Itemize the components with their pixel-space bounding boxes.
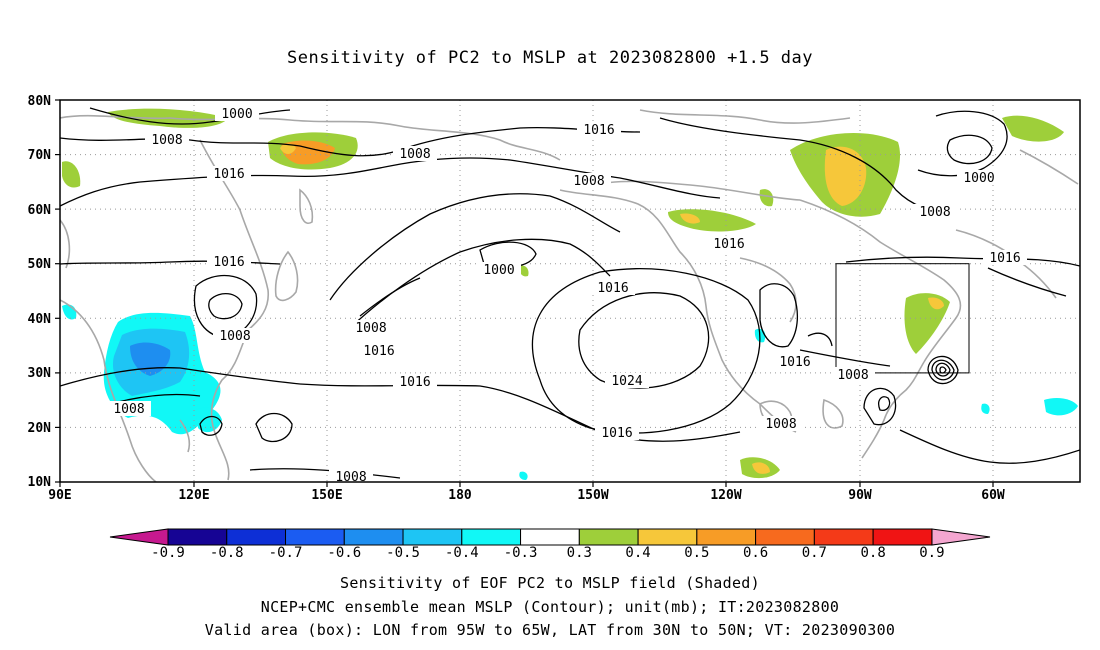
lon-label-150e: 150E [311,488,342,503]
lat-label-20n: 20N [28,421,52,436]
lon-label-60w: 60W [981,488,1005,503]
colorbar-cell [696,528,757,546]
contour-label: 1016 [399,375,430,390]
contour-label: 1016 [583,123,614,138]
colorbar-label: 0.9 [919,545,944,561]
colorbar-label: -0.4 [445,545,479,561]
shade-positive-yellow-8 [752,462,770,474]
contour-label: 1016 [713,237,744,252]
colorbar-cell [520,528,580,546]
colorbar-high-end [931,528,991,546]
latitude-labels: 80N 70N 60N 50N 40N 30N 20N 10N [28,94,52,490]
footer-line-1: Sensitivity of EOF PC2 to MSLP field (Sh… [340,574,760,592]
lat-label-40n: 40N [28,312,52,327]
shade-positive-green-10 [519,265,529,277]
shade-positive-orange-1 [281,140,335,165]
shade-positive-yellow-5 [680,213,700,224]
shade-positive-green-5 [668,209,756,232]
contour-label: 1016 [601,426,632,441]
colorbar: -0.9 -0.8 -0.7 -0.6 -0.5 -0.4 -0.3 0.3 0.4 0.5 0.6… [109,528,991,561]
lon-label-120e: 120E [178,488,209,503]
colorbar-label: 0.8 [860,545,885,561]
longitude-labels: 90E 120E 150E 180 150W 120W 90W 60W [48,488,1005,503]
shade-positive-green-3 [62,161,81,188]
contour-label: 1008 [219,329,250,344]
shade-positive-green-7 [904,293,950,354]
lat-label-30n: 30N [28,366,52,381]
colorbar-label: 0.7 [802,545,827,561]
colorbar-cell [813,528,874,546]
colorbar-cell [637,528,698,546]
shade-positive-green-6 [759,189,774,207]
colorbar-label: -0.7 [269,545,303,561]
contour-label: 1016 [779,355,810,370]
contour-label: 1008 [151,133,182,148]
colorbar-cell [402,528,463,546]
colorbar-label: 0.3 [567,545,592,561]
colorbar-cell [461,528,522,546]
shade-positive-yellow-1 [280,143,296,154]
lon-label-180: 180 [448,488,472,503]
contour-label: 1000 [963,171,994,186]
contour-label: 1008 [355,321,386,336]
contour-label: 1000 [221,107,252,122]
mslp-contours [60,107,1080,479]
lon-label-90e: 90E [48,488,71,503]
axis-ticks [55,99,994,487]
contour-label: 1008 [765,417,796,432]
map-title: Sensitivity of PC2 to MSLP at 2023082800… [286,48,813,68]
shaded-sensitivity [62,108,1078,480]
lon-label-90w: 90W [848,488,872,503]
footer-line-3: Valid area (box): LON from 95W to 65W, L… [204,621,896,639]
contour-label: 1016 [213,167,244,182]
shade-negative-cyan-7 [519,471,528,480]
shade-negative-cyan-5 [1044,398,1078,416]
lat-label-70n: 70N [28,148,52,163]
shade-positive-yellow-4 [824,146,867,206]
contour-labels: 1000 1008 1008 1016 1016 1008 1016 1008 … [107,106,1027,485]
lat-label-80n: 80N [28,94,52,109]
colorbar-label: 0.4 [625,545,650,561]
contour-label: 1000 [483,263,514,278]
colorbar-cell [578,528,639,546]
shade-negative-cyan-6 [981,403,990,414]
colorbar-label: -0.9 [151,545,185,561]
contour-label: 1016 [989,251,1020,266]
contour-label: 1016 [213,255,244,270]
contour-label: 1008 [399,147,430,162]
shade-negative-cyan-3 [196,407,222,433]
contour-label: 1008 [837,368,868,383]
shade-positive-yellow-7 [928,297,944,310]
contour-label: 1008 [573,174,604,189]
contour-label: 1008 [113,402,144,417]
colorbar-cell [226,528,287,546]
contour-label: 1008 [919,205,950,220]
colorbar-label: -0.6 [327,545,361,561]
contour-label: 1016 [363,344,394,359]
colorbar-cell [755,528,815,546]
valid-area-box [835,263,970,374]
shade-negative-cyan-2 [62,304,77,320]
colorbar-cell [872,528,933,546]
footer-line-2: NCEP+CMC ensemble mean MSLP (Contour); u… [260,598,840,616]
contour-label: 1024 [611,374,642,389]
lat-label-60n: 60N [28,203,52,218]
colorbar-label: -0.5 [386,545,420,561]
colorbar-cell [285,528,345,546]
colorbar-cell [167,528,228,546]
map-frame [59,99,1081,483]
lon-label-120w: 120W [710,488,741,503]
lon-label-150w: 150W [577,488,608,503]
shade-positive-green-9 [1002,115,1064,142]
colorbar-cell [343,528,404,546]
contour-label: 1016 [597,281,628,296]
colorbar-label: 0.6 [743,545,768,561]
colorbar-label: 0.5 [684,545,709,561]
lat-label-10n: 10N [28,475,52,490]
colorbar-label: -0.3 [504,545,538,561]
lat-label-50n: 50N [28,257,52,272]
colorbar-low-end [109,528,169,546]
colorbar-label: -0.8 [210,545,244,561]
